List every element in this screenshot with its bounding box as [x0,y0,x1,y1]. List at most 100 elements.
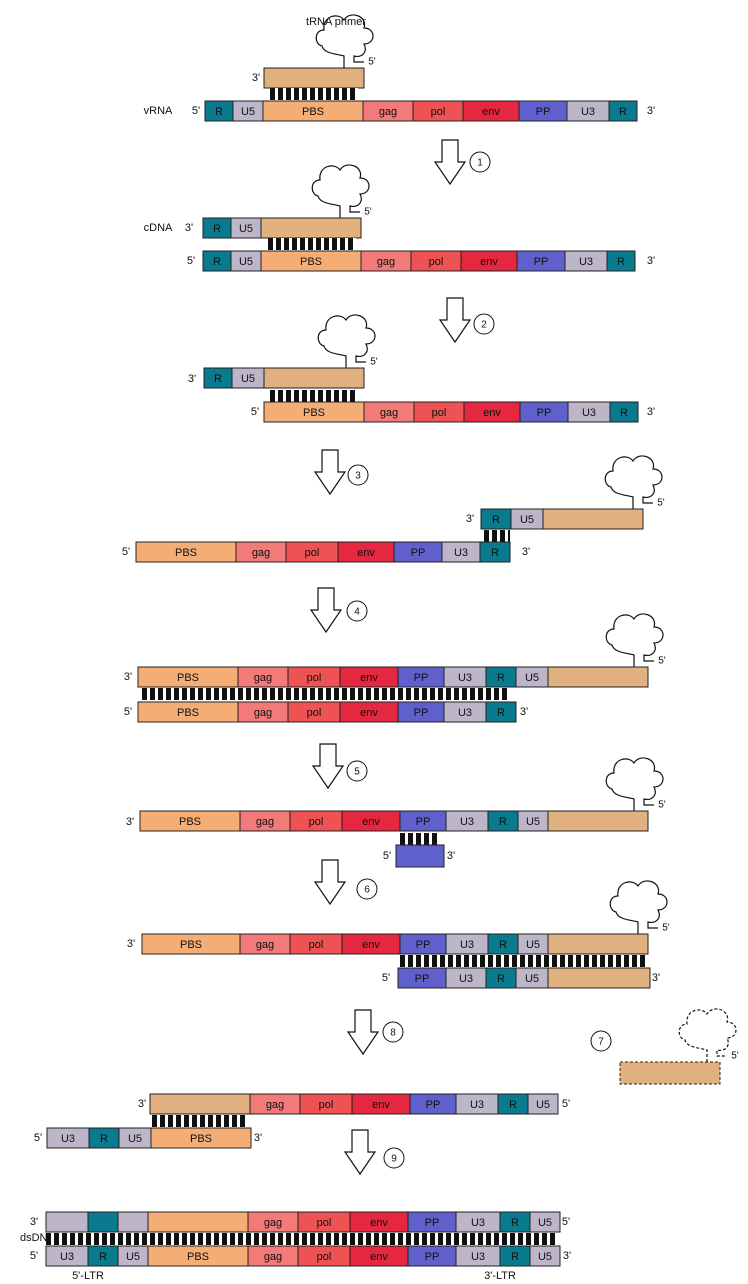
cdna-3prime: 3' [185,222,193,234]
dsdna-bottom-pp-7-label: PP [425,1251,440,1263]
rna-2-pbs-0-label: PBS [303,407,325,419]
step-circle-3 [347,464,369,486]
trna-4-5prime: 5' [658,656,666,667]
rna-1-r-8-label: R [617,256,625,268]
step-circle-6-number: 6 [364,885,370,896]
dsdna-top-r-9-label: R [511,1217,519,1229]
dsdna-top-env-6-label: env [370,1217,388,1229]
rna-3-r-6 [479,541,511,563]
vrna-5prime: 5' [192,105,200,117]
cdna-5-r-6-label: R [499,816,507,828]
step-circle-8-number: 8 [390,1028,396,1039]
rna-2-r-6 [609,401,639,423]
cdna-3-r-0-label: R [492,514,500,526]
dna-8-r-1-label: R [100,1133,108,1145]
step-circle-7-number: 7 [598,1037,604,1048]
step-circle-9 [383,1147,405,1169]
base-pairing-0 [270,88,358,100]
dna-3prime-8: 3' [254,1132,262,1144]
trna-primer-0 [315,14,374,68]
dna-8-u3-0-label: U3 [61,1133,75,1145]
rna-4-r-6-label: R [497,707,505,719]
rna-5prime-1: 5' [187,255,195,267]
step-arrow-5 [311,743,345,790]
dna-6-pp-0-label: PP [415,973,430,985]
cdna-2-u5-1-label: U5 [241,373,255,385]
cdna-8-u5-7-label: U5 [536,1099,550,1111]
dna-3prime-6: 3' [652,972,660,984]
cdna-6-tail-8 [547,933,649,955]
trna-6 [609,880,668,934]
rna-1-pbs-2-label: PBS [300,256,322,268]
vrna-0-env-5-label: env [482,106,500,118]
ltr5-label: 5'-LTR [72,1270,104,1282]
step-arrow-2 [438,297,472,344]
vrna-0-r-8 [608,100,638,122]
vrna-0-u5-1-label: U5 [241,106,255,118]
dsdna-top-gag-4-label: gag [264,1217,282,1229]
step-circle-9-number: 9 [391,1154,397,1165]
trna-1-5prime: 5' [364,207,372,218]
cdna-4-pol-2-label: pol [307,672,322,684]
cdna-2-tail-2 [263,367,365,389]
cdna-8-tail-0 [149,1093,251,1115]
cdna-6-gag-1-label: gag [256,939,274,951]
rna-1-gag-3-label: gag [377,256,395,268]
cdna-6-pbs-0-label: PBS [180,939,202,951]
cdna-5-env-3-label: env [362,816,380,828]
rna-1-r-0-label: R [213,256,221,268]
trna-5 [605,757,664,811]
rna-5prime-4: 5' [124,706,132,718]
vrna-0-pol-4-label: pol [431,106,446,118]
cdna-3-tail-2 [542,508,644,530]
base-pairing-8 [152,1115,246,1127]
rna-2-gag-1-label: gag [380,407,398,419]
trna-5-5prime: 5' [658,800,666,811]
dsdna-top-u3-0-label: U3 [60,1217,74,1229]
cdna-5-pp-4-label: PP [416,816,431,828]
rna-2-pp-4-label: PP [537,407,552,419]
rna-3prime-2: 3' [647,406,655,418]
cdna-4-u3-5-label: U3 [458,672,472,684]
dsdna-top-pp-7-label: PP [425,1217,440,1229]
released-primer [619,1061,721,1085]
cdna-4-r-6-label: R [497,672,505,684]
vrna-0-pp-6-label: PP [536,106,551,118]
cdna-6-env-3-label: env [362,939,380,951]
cdna-4-gag-1-label: gag [254,672,272,684]
vrna-label: vRNA [144,105,173,117]
dna-6-r-2-label: R [497,973,505,985]
cdna-3prime-3: 3' [466,513,474,525]
primer-strand-0 [263,67,365,89]
cdna-6-pp-4-label: PP [416,939,431,951]
step-arrow-6 [313,859,347,906]
cdna-label: cDNA [144,222,173,234]
cdna-4-pp-4-label: PP [414,672,429,684]
step-circle-2 [473,313,495,335]
cdna-5-pol-2-label: pol [309,816,324,828]
rna-2-u3-5-label: U3 [582,407,596,419]
step-circle-3-number: 3 [355,471,361,482]
step-circle-4-number: 4 [354,607,360,618]
dna-5prime-8: 5' [34,1132,42,1144]
dsdna-top-u5-10 [529,1211,561,1233]
dsdna-top-5prime: 5' [562,1216,570,1228]
cdna-6-pol-2-label: pol [309,939,324,951]
rna-4-gag-1-label: gag [254,707,272,719]
base-pairing-9 [46,1233,556,1245]
vrna-3prime: 3' [647,105,655,117]
base-pairing-5 [400,833,440,845]
dsdna-top-u5-2-label: U5 [126,1217,140,1229]
cdna-3-u5-1-label: U5 [520,514,534,526]
rna-4-pbs-0-label: PBS [177,707,199,719]
base-pairing-4 [142,688,510,700]
rna-1-env-5-label: env [480,256,498,268]
cdna-5-pbs-0-label: PBS [179,816,201,828]
pp-primer [395,844,445,868]
cdna-5-gag-1-label: gag [256,816,274,828]
dsdna-bottom-pbs-3-label: PBS [187,1251,209,1263]
rna-2-pol-2-label: pol [432,407,447,419]
trna-2-5prime: 5' [370,357,378,368]
cdna-6-r-6-label: R [499,939,507,951]
